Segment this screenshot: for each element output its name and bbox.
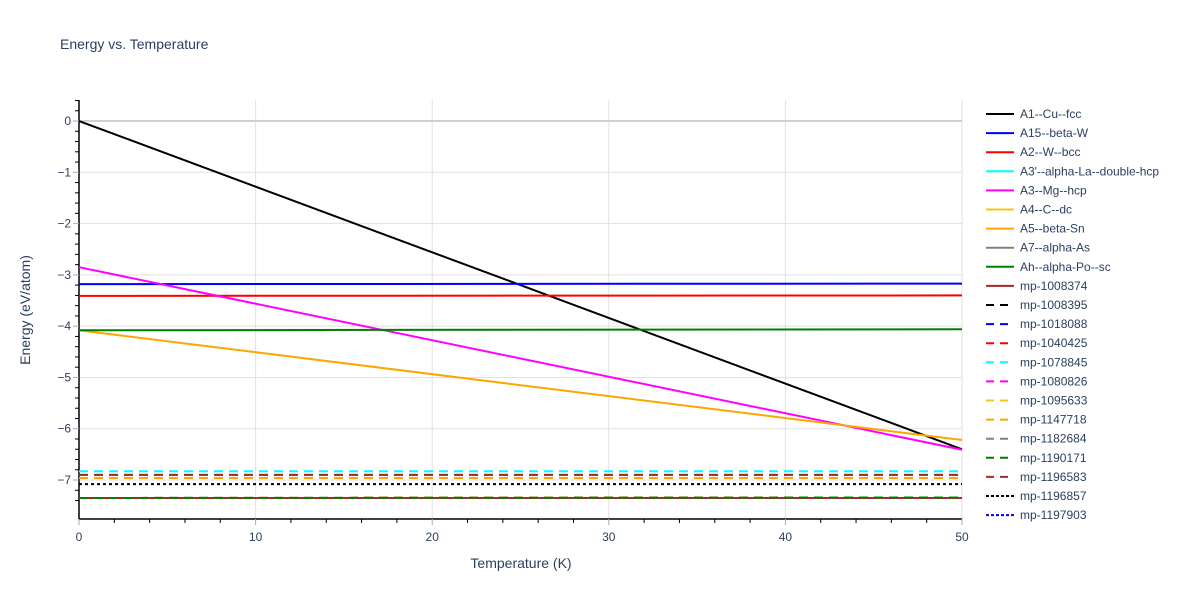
- legend-label: mp-1095633: [1020, 394, 1088, 408]
- legend-label: A15--beta-W: [1020, 126, 1089, 140]
- legend-item[interactable]: mp-1182684: [986, 432, 1087, 446]
- x-tick-label: 10: [249, 530, 263, 544]
- data-series: [78, 120, 963, 499]
- legend-item[interactable]: mp-1196583: [986, 470, 1087, 484]
- axes: [73, 100, 963, 525]
- legend-item[interactable]: Ah--alpha-Po--sc: [986, 260, 1111, 274]
- legend-label: mp-1078845: [1020, 355, 1088, 369]
- legend-label: Ah--alpha-Po--sc: [1020, 260, 1111, 274]
- y-tick-label: −7: [57, 473, 71, 487]
- y-tick-label: 0: [64, 114, 71, 128]
- legend-item[interactable]: A3--Mg--hcp: [986, 183, 1087, 197]
- x-tick-label: 0: [76, 530, 83, 544]
- x-axis-title: Temperature (K): [470, 555, 571, 571]
- legend-item[interactable]: mp-1018088: [986, 317, 1088, 331]
- legend-item[interactable]: A1--Cu--fcc: [986, 107, 1081, 121]
- legend-item[interactable]: mp-1080826: [986, 374, 1088, 388]
- legend-item[interactable]: mp-1190171: [986, 451, 1087, 465]
- y-tick-label: −4: [57, 319, 71, 333]
- legend-label: mp-1182684: [1020, 432, 1087, 446]
- legend-label: A2--W--bcc: [1020, 145, 1080, 159]
- grid-lines: [79, 100, 963, 519]
- legend-item[interactable]: mp-1095633: [986, 394, 1088, 408]
- series-line: [78, 282, 963, 286]
- y-tick-label: −5: [57, 370, 71, 384]
- legend-label: mp-1040425: [1020, 336, 1088, 350]
- legend-label: mp-1196583: [1020, 470, 1087, 484]
- legend-label: A3--Mg--hcp: [1020, 183, 1087, 197]
- legend-item[interactable]: A15--beta-W: [986, 126, 1089, 140]
- legend-label: A7--alpha-As: [1020, 241, 1090, 255]
- legend-label: mp-1018088: [1020, 317, 1088, 331]
- legend-item[interactable]: A7--alpha-As: [986, 241, 1090, 255]
- legend-item[interactable]: mp-1196857: [986, 489, 1087, 503]
- y-tick-label: −6: [57, 422, 71, 436]
- legend-label: A3'--alpha-La--double-hcp: [1020, 164, 1159, 178]
- x-tick-labels: 0 10 20 30 40 50: [76, 530, 969, 544]
- x-tick-label: 50: [955, 530, 969, 544]
- series-line: [78, 294, 963, 297]
- series-line: [78, 496, 963, 499]
- legend-item[interactable]: mp-1008374: [986, 279, 1088, 293]
- y-tick-label: −1: [57, 165, 71, 179]
- legend-label: mp-1008374: [1020, 279, 1088, 293]
- x-tick-label: 40: [779, 530, 793, 544]
- legend-label: A4--C--dc: [1020, 203, 1072, 217]
- legend-item[interactable]: mp-1078845: [986, 355, 1088, 369]
- series-line: [78, 329, 963, 442]
- legend: A1--Cu--fcc A15--beta-W A2--W--bcc A3'--alp…: [986, 107, 1159, 522]
- legend-label: mp-1147718: [1020, 413, 1087, 427]
- legend-item[interactable]: A3'--alpha-La--double-hcp: [986, 164, 1159, 178]
- legend-label: mp-1008395: [1020, 298, 1088, 312]
- series-line: [78, 120, 963, 451]
- legend-label: mp-1197903: [1020, 508, 1087, 522]
- legend-item[interactable]: A5--beta-Sn: [986, 222, 1085, 236]
- legend-item[interactable]: mp-1008395: [986, 298, 1088, 312]
- series-line: [78, 328, 963, 332]
- legend-item[interactable]: mp-1197903: [986, 508, 1087, 522]
- legend-label: mp-1080826: [1020, 374, 1088, 388]
- legend-item[interactable]: mp-1040425: [986, 336, 1088, 350]
- series-line: [78, 266, 963, 451]
- y-tick-label: −3: [57, 268, 71, 282]
- legend-item[interactable]: A4--C--dc: [986, 203, 1072, 217]
- legend-label: A5--beta-Sn: [1020, 222, 1085, 236]
- y-axis-title: Energy (eV/atom): [17, 255, 33, 365]
- chart-title: Energy vs. Temperature: [60, 36, 209, 52]
- legend-item[interactable]: mp-1147718: [986, 413, 1087, 427]
- y-tick-label: −2: [57, 217, 71, 231]
- legend-label: mp-1196857: [1020, 489, 1087, 503]
- legend-label: A1--Cu--fcc: [1020, 107, 1081, 121]
- legend-item[interactable]: A2--W--bcc: [986, 145, 1080, 159]
- x-tick-label: 20: [426, 530, 440, 544]
- x-tick-label: 30: [602, 530, 616, 544]
- y-tick-labels: 0 −1 −2 −3 −4 −5 −6 −7: [57, 114, 71, 487]
- legend-label: mp-1190171: [1020, 451, 1087, 465]
